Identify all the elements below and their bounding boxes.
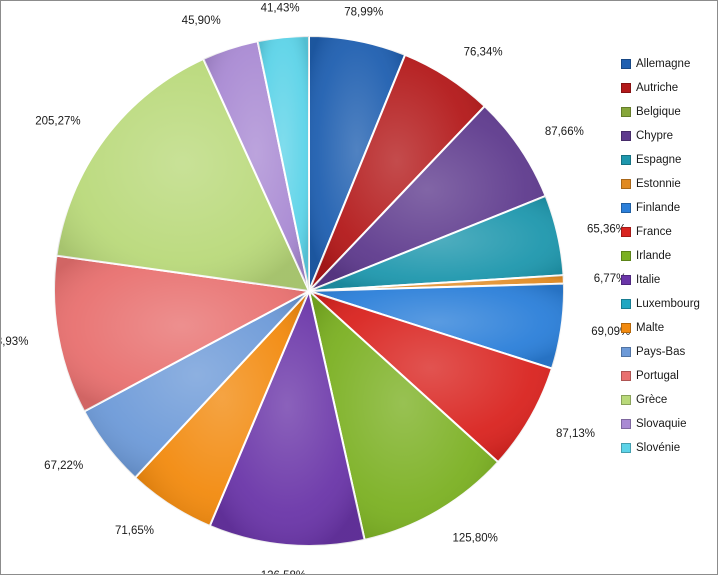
legend-label: Pays-Bas: [636, 346, 686, 358]
pie-slice-shading: [56, 58, 309, 291]
pie-slice-shading: [84, 291, 309, 478]
legend-swatch: [621, 203, 631, 213]
data-label-allemagne: 78,99%: [344, 6, 383, 18]
legend-item-portugal: Portugal: [621, 364, 717, 388]
legend-item-pays-bas: Pays-Bas: [621, 340, 717, 364]
data-label-irlande: 125,80%: [452, 532, 497, 544]
legend-swatch: [621, 251, 631, 261]
data-label-pays-bas: 67,22%: [44, 460, 83, 472]
legend-item-irlande: Irlande: [621, 244, 717, 268]
legend-item-espagne: Espagne: [621, 148, 717, 172]
legend-swatch: [621, 83, 631, 93]
legend-label: Italie: [636, 274, 661, 286]
pie-slice-shading: [309, 275, 564, 291]
legend-item-france: France: [621, 220, 717, 244]
pie-slice-shading: [135, 291, 309, 526]
legend-label: Chypre: [636, 130, 674, 142]
pie-slice-shading: [309, 291, 552, 463]
legend-item-finlande: Finlande: [621, 196, 717, 220]
legend-label: Malte: [636, 322, 665, 334]
data-label-espagne: 65,36%: [587, 223, 626, 235]
legend-label: Slovénie: [636, 442, 681, 454]
legend-item-slovenie: Slovénie: [621, 436, 717, 460]
data-label-italie: 126,58%: [261, 570, 306, 574]
legend-label: Autriche: [636, 82, 679, 94]
legend-swatch: [621, 347, 631, 357]
data-label-chypre: 87,66%: [545, 126, 584, 138]
legend-swatch: [621, 155, 631, 165]
legend-label: Portugal: [636, 370, 679, 382]
legend-item-luxembourg: Luxembourg: [621, 292, 717, 316]
pie-slice-shading: [309, 291, 499, 540]
pie-slice-shading: [209, 291, 365, 546]
data-label-france: 87,13%: [556, 428, 595, 440]
pie-slice-shading: [203, 41, 309, 292]
legend-label: Grèce: [636, 394, 668, 406]
legend-label: Allemagne: [636, 58, 691, 70]
data-label-slovaquie: 45,90%: [182, 15, 221, 27]
legend-label: Finlande: [636, 202, 681, 214]
legend-item-italie: Italie: [621, 268, 717, 292]
legend-item-allemagne: Allemagne: [621, 52, 717, 76]
legend-item-malte: Malte: [621, 316, 717, 340]
data-label-finlande: 69,09%: [591, 326, 630, 338]
legend-item-estonnie: Estonnie: [621, 172, 717, 196]
pie-slice-shading: [309, 283, 564, 369]
data-label-slovenie: 41,43%: [261, 2, 300, 14]
legend-swatch: [621, 131, 631, 141]
legend-label: Espagne: [636, 154, 682, 166]
data-label-portugal: 128,93%: [1, 336, 28, 348]
data-label-estonnie: 6,77%: [594, 273, 627, 285]
pie-slice-shading: [54, 255, 309, 412]
legend-swatch: [621, 275, 631, 285]
pie-slice-shading: [309, 195, 564, 291]
legend-item-belgique: Belgique: [621, 100, 717, 124]
legend-swatch: [621, 179, 631, 189]
legend-label: Belgique: [636, 106, 681, 118]
legend-label: Luxembourg: [636, 298, 700, 310]
legend-swatch: [621, 443, 631, 453]
legend-swatch: [621, 227, 631, 237]
legend-item-autriche: Autriche: [621, 76, 717, 100]
legend-label: France: [636, 226, 672, 238]
legend-swatch: [621, 395, 631, 405]
legend-label: Estonnie: [636, 178, 681, 190]
legend-label: Irlande: [636, 250, 672, 262]
legend-swatch: [621, 107, 631, 117]
legend-item-grece: Grèce: [621, 388, 717, 412]
legend-item-chypre: Chypre: [621, 124, 717, 148]
chart-legend: Allemagne Autriche Belgique Chypre Espagne Es…: [621, 52, 717, 460]
legend-item-slovaquie: Slovaquie: [621, 412, 717, 436]
pie-slice-shading: [309, 106, 546, 291]
legend-swatch: [621, 59, 631, 69]
data-label-autriche: 76,34%: [464, 47, 503, 59]
pie-slice-shading: [309, 36, 406, 291]
data-label-grece: 205,27%: [35, 116, 80, 128]
legend-swatch: [621, 419, 631, 429]
legend-swatch: [621, 299, 631, 309]
legend-swatch: [621, 323, 631, 333]
pie-slice-shading: [309, 54, 485, 291]
legend-swatch: [621, 371, 631, 381]
pie-slice-shading: [257, 36, 309, 291]
data-label-malte: 71,65%: [115, 525, 154, 537]
legend-label: Slovaquie: [636, 418, 687, 430]
